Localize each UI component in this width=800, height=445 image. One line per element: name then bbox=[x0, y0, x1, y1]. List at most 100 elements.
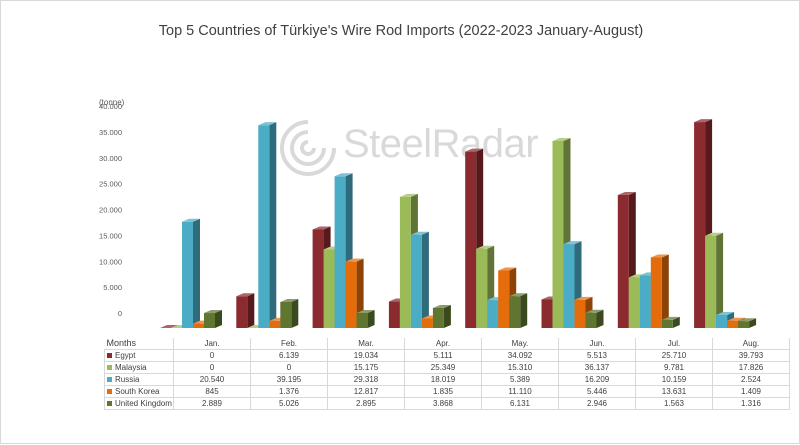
data-label: 36.137 bbox=[558, 361, 636, 374]
legend-swatch bbox=[107, 401, 112, 407]
table-row: Russia 20.540 39.195 29.318 18.019 5.389 16.20… bbox=[104, 373, 790, 386]
table-row: Malaysia 0 0 15.175 25.349 15.310 36.137 9.781 1… bbox=[104, 361, 790, 374]
y-tick-label: 40.000 bbox=[99, 102, 122, 111]
data-label: 39.793 bbox=[712, 349, 790, 362]
data-label: 10.159 bbox=[635, 373, 713, 386]
data-label: 5.446 bbox=[558, 385, 636, 398]
watermark: SteelRadar bbox=[277, 114, 539, 184]
series-name: South Korea bbox=[115, 387, 160, 396]
data-label: 20.540 bbox=[173, 373, 251, 386]
data-table: Months Jan. Feb. Mar. Apr. May. Jun. Jul. Aug. Eg… bbox=[104, 338, 790, 410]
legend-entry: Malaysia bbox=[104, 361, 174, 374]
bar-united-kingdom-aug bbox=[738, 318, 757, 328]
data-label: 0 bbox=[250, 361, 328, 374]
series-name: Egypt bbox=[115, 351, 136, 360]
bar-south-korea-jul bbox=[650, 254, 669, 328]
data-label: 34.092 bbox=[481, 349, 559, 362]
data-label: 1.835 bbox=[404, 385, 482, 398]
legend-swatch bbox=[107, 353, 112, 359]
data-label: 25.349 bbox=[404, 361, 482, 374]
month-header: Jul. bbox=[635, 338, 713, 350]
y-tick-label: 10.000 bbox=[99, 257, 122, 266]
data-label: 15.310 bbox=[481, 361, 559, 374]
bar-malaysia-aug bbox=[705, 232, 724, 328]
data-label: 15.175 bbox=[327, 361, 405, 374]
months-label: Months bbox=[104, 338, 174, 350]
data-label: 6.131 bbox=[481, 397, 559, 410]
bar-egypt-jan bbox=[160, 325, 178, 328]
data-label: 25.710 bbox=[635, 349, 713, 362]
legend-swatch bbox=[107, 389, 112, 395]
data-label: 19.034 bbox=[327, 349, 405, 362]
data-label: 5.513 bbox=[558, 349, 636, 362]
data-label: 17.826 bbox=[712, 361, 790, 374]
y-tick-label: 25.000 bbox=[99, 180, 122, 189]
data-label: 0 bbox=[173, 361, 251, 374]
bar-united-kingdom-may bbox=[509, 293, 528, 328]
table-header-row: Months Jan. Feb. Mar. Apr. May. Jun. Jul. Aug. bbox=[104, 338, 790, 350]
data-label: 0 bbox=[173, 349, 251, 362]
data-label: 29.318 bbox=[327, 373, 405, 386]
steelradar-logo-icon bbox=[280, 120, 336, 176]
bar-united-kingdom-apr bbox=[432, 304, 451, 328]
series-name: United Kingdom bbox=[115, 399, 172, 408]
data-label: 1.376 bbox=[250, 385, 328, 398]
bar-united-kingdom-mar bbox=[356, 310, 375, 328]
data-label: 845 bbox=[173, 385, 251, 398]
data-label: 2.946 bbox=[558, 397, 636, 410]
table-row: South Korea 845 1.376 12.817 1.835 11.110 5.44… bbox=[104, 385, 790, 398]
month-header: Aug. bbox=[712, 338, 790, 350]
legend-swatch bbox=[107, 377, 112, 383]
data-label: 18.019 bbox=[404, 373, 482, 386]
data-label: 5.026 bbox=[250, 397, 328, 410]
data-label: 1.563 bbox=[635, 397, 713, 410]
data-label: 16.209 bbox=[558, 373, 636, 386]
data-label: 2.524 bbox=[712, 373, 790, 386]
y-tick-label: 5.000 bbox=[103, 283, 122, 292]
data-label: 2.895 bbox=[327, 397, 405, 410]
bar-russia-apr bbox=[410, 231, 429, 328]
legend-entry: Egypt bbox=[104, 349, 174, 362]
data-label: 39.195 bbox=[250, 373, 328, 386]
data-label: 12.817 bbox=[327, 385, 405, 398]
bar-russia-jan bbox=[182, 218, 200, 328]
y-tick-label: 0 bbox=[118, 309, 122, 318]
bar-united-kingdom-jan bbox=[204, 310, 222, 328]
y-tick-label: 35.000 bbox=[99, 128, 122, 137]
bar-united-kingdom-feb bbox=[280, 298, 299, 328]
y-tick-label: 30.000 bbox=[99, 154, 122, 163]
table-row: United Kingdom 2.889 5.026 2.895 3.868 6.131 2… bbox=[104, 397, 790, 410]
y-tick-label: 15.000 bbox=[99, 231, 122, 240]
legend-entry: South Korea bbox=[104, 385, 174, 398]
data-label: 5.389 bbox=[481, 373, 559, 386]
data-label: 1.409 bbox=[712, 385, 790, 398]
legend-entry: United Kingdom bbox=[104, 397, 174, 410]
month-header: Feb. bbox=[250, 338, 328, 350]
month-header: May. bbox=[481, 338, 559, 350]
chart-title: Top 5 Countries of Türkiye's Wire Rod Im… bbox=[158, 23, 644, 39]
legend-entry: Russia bbox=[104, 373, 174, 386]
y-unit-label: (tonne) bbox=[99, 98, 125, 107]
data-label: 2.889 bbox=[173, 397, 251, 410]
data-label: 3.868 bbox=[404, 397, 482, 410]
bar-united-kingdom-jun bbox=[585, 309, 604, 328]
data-label: 9.781 bbox=[635, 361, 713, 374]
watermark-text: SteelRadar bbox=[343, 122, 539, 166]
legend-swatch bbox=[107, 365, 112, 371]
data-label: 11.110 bbox=[481, 385, 559, 398]
bar-egypt-feb bbox=[236, 293, 255, 328]
data-label: 13.631 bbox=[635, 385, 713, 398]
bar-south-korea-mar bbox=[345, 258, 364, 328]
y-tick-label: 20.000 bbox=[99, 206, 122, 215]
y-axis: 0 5.000 10.000 15.000 20.000 25.000 30.000 35.0… bbox=[99, 102, 122, 318]
series-name: Russia bbox=[115, 375, 140, 384]
month-header: Jun. bbox=[558, 338, 636, 350]
month-header: Apr. bbox=[404, 338, 482, 350]
bar-united-kingdom-jul bbox=[661, 316, 680, 328]
data-label: 1.316 bbox=[712, 397, 790, 410]
month-header: Mar. bbox=[327, 338, 405, 350]
month-header: Jan. bbox=[173, 338, 251, 350]
series-name: Malaysia bbox=[115, 363, 147, 372]
